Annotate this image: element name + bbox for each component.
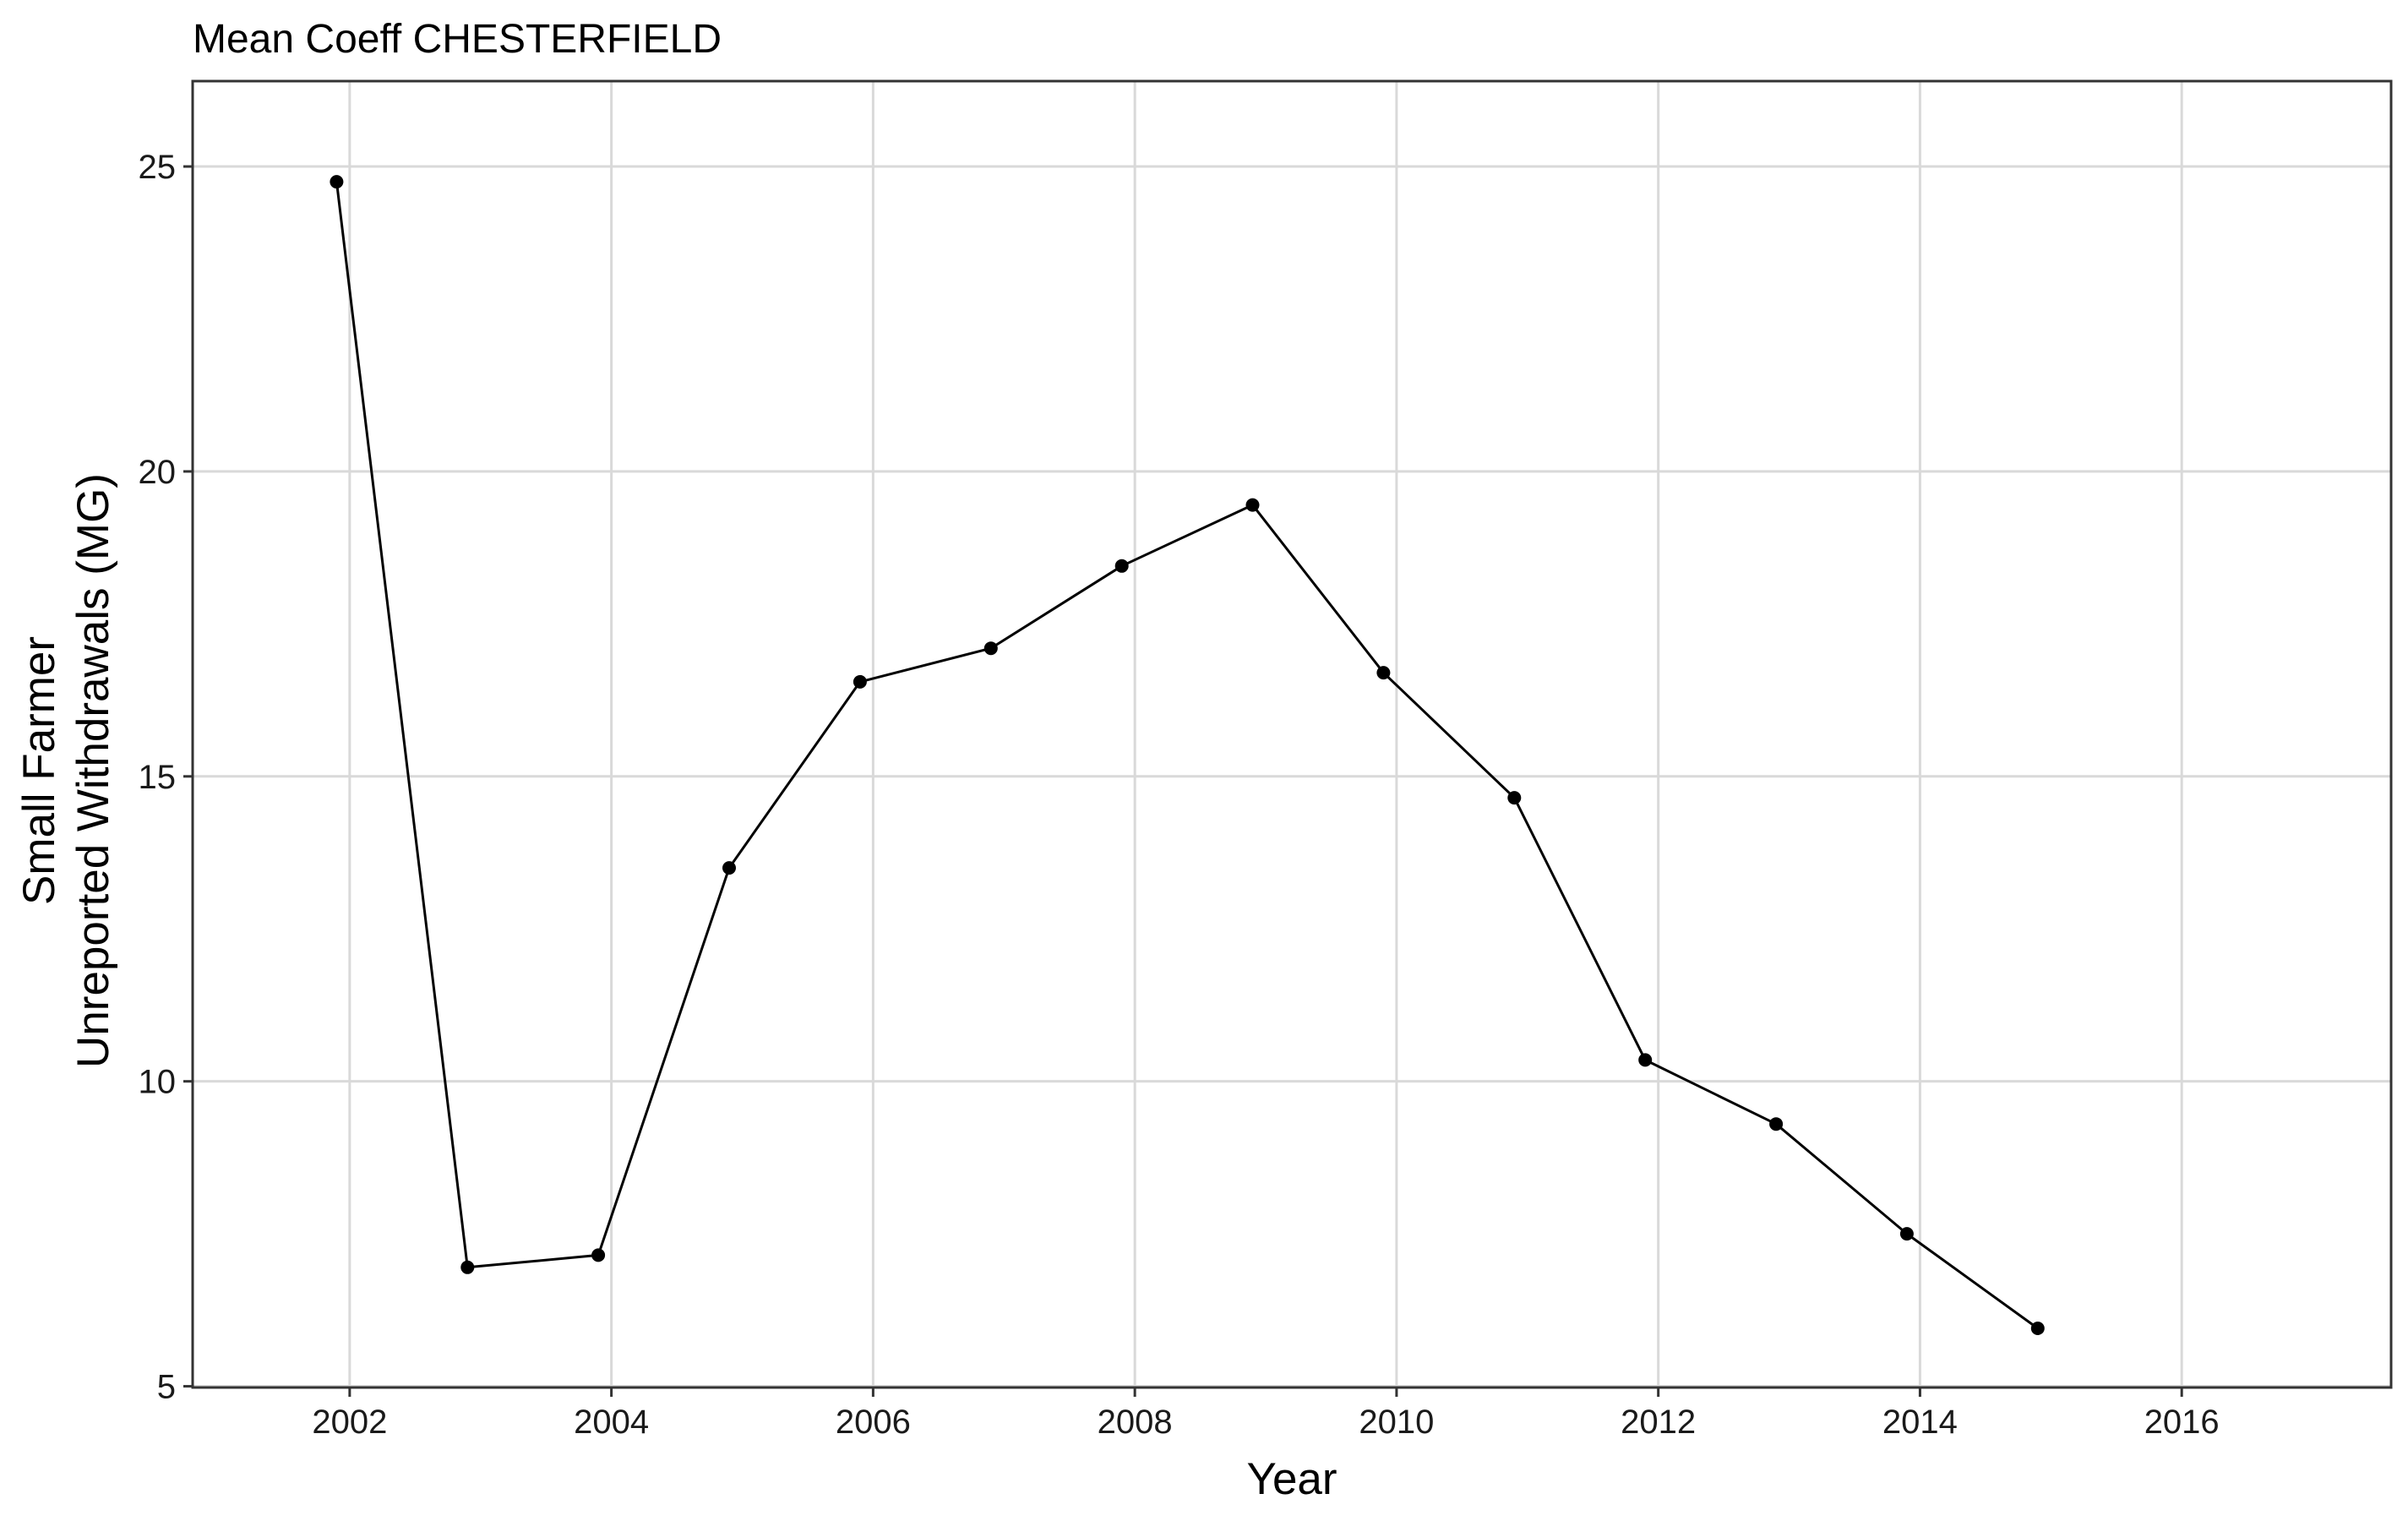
chart-title: Mean Coeff CHESTERFIELD bbox=[193, 17, 722, 62]
y-tick-label: 25 bbox=[139, 149, 177, 186]
x-axis-tick-labels: 2002 2004 2006 2008 2010 2012 2014 2016 bbox=[312, 1404, 2219, 1441]
data-point bbox=[1245, 498, 1260, 512]
x-axis-title: Year bbox=[1246, 1454, 1337, 1504]
grid-lines bbox=[193, 81, 2391, 1388]
y-tick-label: 15 bbox=[139, 759, 177, 796]
data-point bbox=[1114, 559, 1129, 573]
data-point bbox=[722, 861, 736, 875]
data-point bbox=[1899, 1227, 1914, 1241]
x-tick-label: 2008 bbox=[1098, 1404, 1173, 1441]
x-tick-label: 2014 bbox=[1882, 1404, 1958, 1441]
axis-ticks bbox=[183, 165, 2183, 1397]
x-tick-label: 2012 bbox=[1621, 1404, 1696, 1441]
x-tick-label: 2002 bbox=[312, 1404, 387, 1441]
data-point bbox=[2030, 1322, 2045, 1335]
data-point bbox=[983, 641, 998, 656]
data-point bbox=[1769, 1117, 1784, 1131]
y-axis-title-line-1: Small Farmer bbox=[14, 636, 64, 905]
x-tick-label: 2016 bbox=[2144, 1404, 2220, 1441]
data-point bbox=[1376, 666, 1391, 680]
data-point bbox=[1638, 1053, 1653, 1067]
data-point bbox=[591, 1248, 606, 1262]
y-tick-label: 20 bbox=[139, 454, 177, 491]
x-tick-label: 2010 bbox=[1359, 1404, 1434, 1441]
y-axis-tick-labels: 5 10 15 20 25 bbox=[139, 149, 177, 1406]
x-tick-label: 2006 bbox=[836, 1404, 911, 1441]
x-tick-label: 2004 bbox=[574, 1404, 649, 1441]
data-points bbox=[330, 175, 2045, 1335]
data-point bbox=[1507, 791, 1522, 805]
y-axis-title-line-2: Unreported Withdrawals (MG) bbox=[68, 473, 118, 1068]
y-tick-label: 5 bbox=[157, 1369, 176, 1406]
y-tick-label: 10 bbox=[139, 1064, 177, 1101]
plot-panel-border bbox=[191, 79, 2393, 1389]
data-point bbox=[330, 175, 344, 189]
data-point bbox=[853, 674, 867, 689]
data-point bbox=[460, 1260, 475, 1274]
series-line bbox=[335, 181, 2039, 1330]
